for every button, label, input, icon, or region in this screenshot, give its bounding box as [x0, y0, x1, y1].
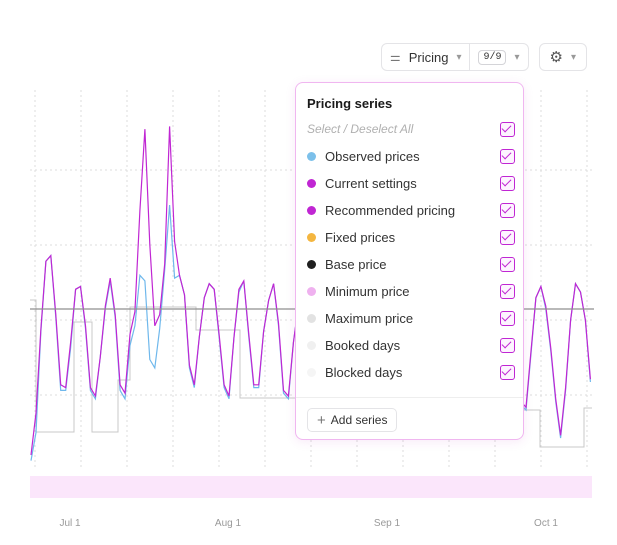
settings-dropdown-group: ⚙ ▾ — [538, 43, 587, 71]
series-item-maximum-price[interactable]: Maximum price — [307, 307, 517, 329]
chevron-down-icon: ▾ — [514, 51, 520, 63]
pricing-series-panel: Pricing series Select / Deselect All Obs… — [295, 82, 524, 440]
series-label: Blocked days — [325, 364, 403, 380]
panel-title: Pricing series — [307, 96, 393, 111]
series-item-recommended-pricing[interactable]: Recommended pricing — [307, 199, 517, 221]
x-tick-label: Oct 1 — [534, 518, 558, 529]
price-band-outline — [522, 407, 592, 448]
x-tick-label: Jul 1 — [59, 518, 81, 529]
series-label: Current settings — [325, 175, 417, 191]
series-label: Recommended pricing — [325, 202, 456, 218]
series-label: Observed prices — [325, 148, 420, 164]
select-all-checkbox[interactable] — [500, 121, 515, 137]
x-axis-ticks: Jul 1 Aug 1 Sep 1 Oct 1 — [59, 518, 558, 529]
series-item-fixed-prices[interactable]: Fixed prices — [307, 226, 517, 248]
series-color-dot — [307, 151, 316, 161]
series-color-dot — [307, 286, 316, 296]
series-item-minimum-price[interactable]: Minimum price — [307, 280, 517, 302]
pricing-dropdown[interactable]: ⚌ Pricing ▾ — [382, 44, 470, 70]
select-all-row[interactable]: Select / Deselect All — [307, 118, 517, 140]
series-checkbox[interactable] — [500, 337, 515, 353]
x-tick-label: Sep 1 — [374, 518, 401, 529]
series-color-dot — [307, 232, 316, 242]
series-item-blocked-days[interactable]: Blocked days — [307, 361, 517, 383]
series-count-dropdown[interactable]: 9/9 ▾ — [469, 44, 527, 70]
series-color-dot — [307, 313, 316, 323]
series-item-base-price[interactable]: Base price — [307, 253, 517, 275]
series-checkbox[interactable] — [500, 364, 515, 380]
series-label: Maximum price — [325, 310, 414, 326]
booking-band — [30, 476, 592, 498]
series-checkbox[interactable] — [500, 148, 515, 164]
series-color-dot — [307, 367, 316, 377]
series-checkbox[interactable] — [500, 283, 515, 299]
settings-dropdown[interactable]: ⚙ ▾ — [540, 44, 586, 70]
add-series-label: Add series — [330, 413, 388, 427]
sliders-icon: ⚌ — [389, 50, 401, 64]
series-item-booked-days[interactable]: Booked days — [307, 334, 517, 356]
pricing-dropdown-group: ⚌ Pricing ▾ 9/9 ▾ — [380, 43, 529, 71]
series-label: Minimum price — [325, 283, 410, 299]
chevron-down-icon: ▾ — [570, 51, 576, 63]
select-all-label: Select / Deselect All — [307, 122, 414, 136]
x-tick-label: Aug 1 — [215, 518, 242, 529]
plus-icon: + — [317, 411, 326, 429]
price-band-outline — [30, 299, 295, 433]
series-count-badge: 9/9 — [478, 49, 507, 65]
series-color-dot — [307, 205, 316, 215]
panel-divider — [296, 397, 523, 398]
series-checkbox[interactable] — [500, 229, 515, 245]
pricing-dropdown-label: Pricing — [408, 49, 449, 65]
series-color-dot — [307, 259, 316, 269]
series-checkbox[interactable] — [500, 202, 515, 218]
series-item-current-settings[interactable]: Current settings — [307, 172, 517, 194]
series-checkbox[interactable] — [500, 310, 515, 326]
gear-icon: ⚙ — [549, 49, 563, 66]
chart-toolbar: ⚌ Pricing ▾ 9/9 ▾ ⚙ ▾ — [380, 43, 587, 71]
series-color-dot — [307, 340, 316, 350]
add-series-button[interactable]: + Add series — [307, 408, 398, 432]
series-checkbox[interactable] — [500, 256, 515, 272]
series-item-observed-prices[interactable]: Observed prices — [307, 145, 517, 167]
series-label: Base price — [325, 256, 387, 272]
series-label: Booked days — [325, 337, 401, 353]
series-label: Fixed prices — [325, 229, 396, 245]
series-checkbox[interactable] — [500, 175, 515, 191]
chevron-down-icon: ▾ — [456, 51, 462, 63]
series-color-dot — [307, 178, 316, 188]
